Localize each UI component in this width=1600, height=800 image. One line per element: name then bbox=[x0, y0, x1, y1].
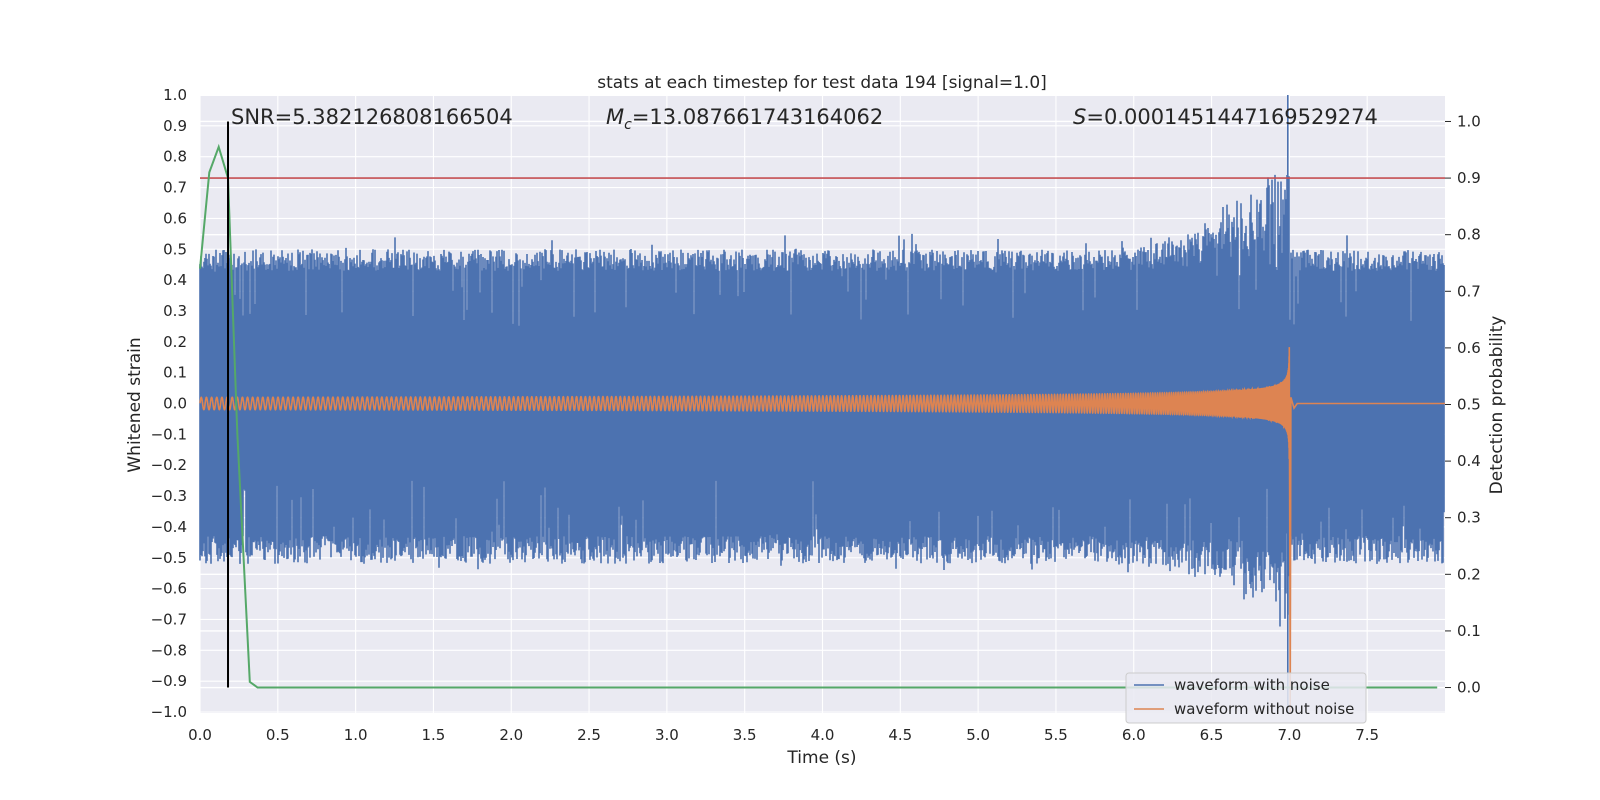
y-tick-label: 0.0 bbox=[163, 395, 187, 413]
y-tick-label: −0.5 bbox=[151, 549, 187, 567]
y-right-tick-label: 0.3 bbox=[1457, 509, 1481, 527]
legend-box bbox=[1125, 672, 1367, 724]
x-axis-label: Time (s) bbox=[786, 748, 856, 768]
x-tick-label: 5.5 bbox=[1044, 726, 1068, 744]
y-tick-label: −1.0 bbox=[151, 703, 187, 721]
y-tick-label: 1.0 bbox=[163, 86, 187, 104]
y-tick-label: 0.5 bbox=[163, 240, 187, 258]
y-tick-label: 0.1 bbox=[163, 364, 187, 382]
y-tick-label: 0.2 bbox=[163, 333, 187, 351]
series-detection-probability bbox=[199, 143, 1438, 689]
x-tick-label: 5.0 bbox=[966, 726, 990, 744]
x-tick-label: 2.0 bbox=[499, 726, 523, 744]
series-waveform-without-noise bbox=[199, 347, 1445, 713]
x-tick-label: 4.0 bbox=[811, 726, 835, 744]
y-tick-label: −0.3 bbox=[151, 487, 187, 505]
legend: waveform with noise waveform without noi… bbox=[1125, 672, 1367, 724]
s-value: =0.0001451447169529274 bbox=[1086, 105, 1378, 129]
y-right-tick-label: 0.1 bbox=[1457, 622, 1481, 640]
x-tick-label: 6.5 bbox=[1200, 726, 1224, 744]
y-tick-label: −0.4 bbox=[151, 518, 187, 536]
y-tick-label: 0.4 bbox=[163, 271, 187, 289]
x-tick-label: 1.0 bbox=[344, 726, 368, 744]
x-tick-label: 4.5 bbox=[888, 726, 912, 744]
y-tick-label: −0.1 bbox=[151, 425, 187, 443]
y-tick-label: −0.2 bbox=[151, 456, 187, 474]
y-right-tick-label: 1.0 bbox=[1457, 112, 1481, 130]
y-right-tick-label: 0.5 bbox=[1457, 396, 1481, 414]
y-right-tick-label: 0.8 bbox=[1457, 226, 1481, 244]
y-right-tick-label: 0.9 bbox=[1457, 169, 1481, 187]
x-tick-label: 2.5 bbox=[577, 726, 601, 744]
chirp-mass-symbol: M bbox=[606, 105, 624, 129]
s-annotation: S=0.0001451447169529274 bbox=[1073, 105, 1378, 129]
y-tick-label: −0.6 bbox=[151, 580, 187, 598]
x-tick-label: 1.5 bbox=[422, 726, 446, 744]
legend-label-clean: waveform without noise bbox=[1174, 700, 1354, 718]
s-symbol: S bbox=[1073, 105, 1086, 129]
y-right-tick-label: 0.4 bbox=[1457, 452, 1481, 470]
chirp-mass-subscript: c bbox=[624, 117, 632, 133]
y-tick-label: 0.7 bbox=[163, 179, 187, 197]
y-right-tick-label: 0.0 bbox=[1457, 679, 1481, 697]
y-tick-label: 0.8 bbox=[163, 148, 187, 166]
y-right-tick-label: 0.7 bbox=[1457, 282, 1481, 300]
tick-layer: 0.0 0.5 1.0 1.5 2.0 2.5 3.0 3.5 4.0 4.5 5.0 5.5 6.0 6… bbox=[151, 86, 1481, 744]
y-tick-label: −0.7 bbox=[151, 610, 187, 628]
y-right-tick-label: 0.2 bbox=[1457, 565, 1481, 583]
x-tick-label: 0.0 bbox=[188, 726, 212, 744]
chart-title: stats at each timestep for test data 194… bbox=[597, 73, 1047, 93]
y-right-tick-label: 0.6 bbox=[1457, 339, 1481, 357]
x-tick-label: 7.5 bbox=[1355, 726, 1379, 744]
chirp-mass-value: =13.087661743164062 bbox=[632, 105, 883, 129]
legend-label-noise: waveform with noise bbox=[1174, 676, 1330, 694]
snr-annotation: SNR=5.382126808166504 bbox=[231, 105, 513, 129]
y-tick-label: 0.9 bbox=[163, 117, 187, 135]
y-tick-label: 0.6 bbox=[163, 209, 187, 227]
y-tick-label: −0.8 bbox=[151, 641, 187, 659]
x-tick-label: 3.5 bbox=[733, 726, 757, 744]
x-tick-label: 3.0 bbox=[655, 726, 679, 744]
y-tick-label: −0.9 bbox=[151, 672, 187, 690]
x-tick-label: 6.0 bbox=[1122, 726, 1146, 744]
y-axis-right-label: Detection probability bbox=[1487, 316, 1507, 495]
data-layer bbox=[199, 95, 1445, 713]
y-axis-label: Whitened strain bbox=[125, 337, 145, 472]
y-tick-label: 0.3 bbox=[163, 302, 187, 320]
chirp-mass-annotation: Mc=13.087661743164062 bbox=[606, 105, 883, 133]
x-tick-label: 7.0 bbox=[1277, 726, 1301, 744]
x-tick-label: 0.5 bbox=[266, 726, 290, 744]
